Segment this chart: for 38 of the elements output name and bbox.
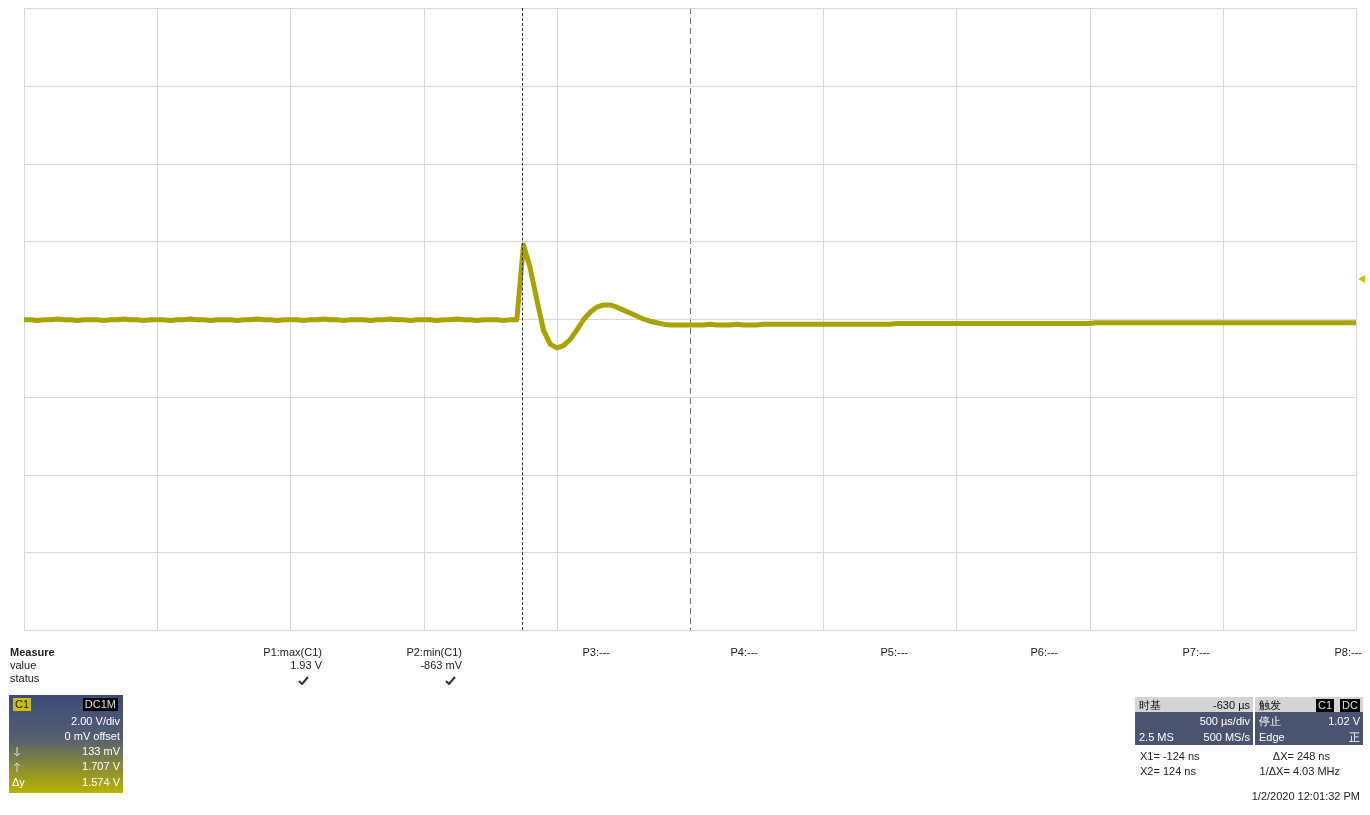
text: 时基 xyxy=(1139,699,1161,712)
text: P7:--- xyxy=(1182,646,1210,659)
text: 500 µs/div xyxy=(1199,715,1250,728)
text: P1:max(C1) xyxy=(263,646,322,659)
text: P3:--- xyxy=(582,646,610,659)
text: 0 mV offset xyxy=(64,730,120,743)
text: Δy xyxy=(12,776,25,789)
text: DC xyxy=(1340,699,1360,712)
text: 500 MS/s xyxy=(1203,731,1250,744)
text: 2.00 V/div xyxy=(71,715,120,728)
text: 停止 xyxy=(1259,715,1281,728)
text: value xyxy=(10,659,37,672)
text: P2:min(C1) xyxy=(406,646,462,659)
text: 1.02 V xyxy=(1328,715,1360,728)
text: C1 xyxy=(13,698,32,711)
text: Edge xyxy=(1259,731,1285,744)
text: X1= -124 ns xyxy=(1140,750,1200,763)
text: Measure xyxy=(10,646,55,659)
text: 触发 xyxy=(1259,699,1281,712)
text: 1.707 V xyxy=(82,760,120,773)
text: status xyxy=(10,672,40,685)
text: 1.574 V xyxy=(82,776,120,789)
text: P8:--- xyxy=(1334,646,1362,659)
text: C1 xyxy=(1315,699,1334,712)
text: -630 µs xyxy=(1213,699,1250,712)
text: P5:--- xyxy=(880,646,908,659)
text: 2.5 MS xyxy=(1139,731,1174,744)
text: ΔX= 248 ns xyxy=(1272,750,1330,763)
text: 133 mV xyxy=(82,745,120,758)
text: X2= 124 ns xyxy=(1140,765,1196,778)
text: P4:--- xyxy=(730,646,758,659)
text: DC1M xyxy=(82,698,118,711)
text: 1/2/2020 12:01:32 PM xyxy=(1251,790,1360,803)
text: 1.93 V xyxy=(290,659,322,672)
text: 正 xyxy=(1349,731,1360,744)
text: -863 mV xyxy=(420,659,462,672)
text: 1/ΔX= 4.03 MHz xyxy=(1259,765,1340,778)
text: P6:--- xyxy=(1030,646,1058,659)
